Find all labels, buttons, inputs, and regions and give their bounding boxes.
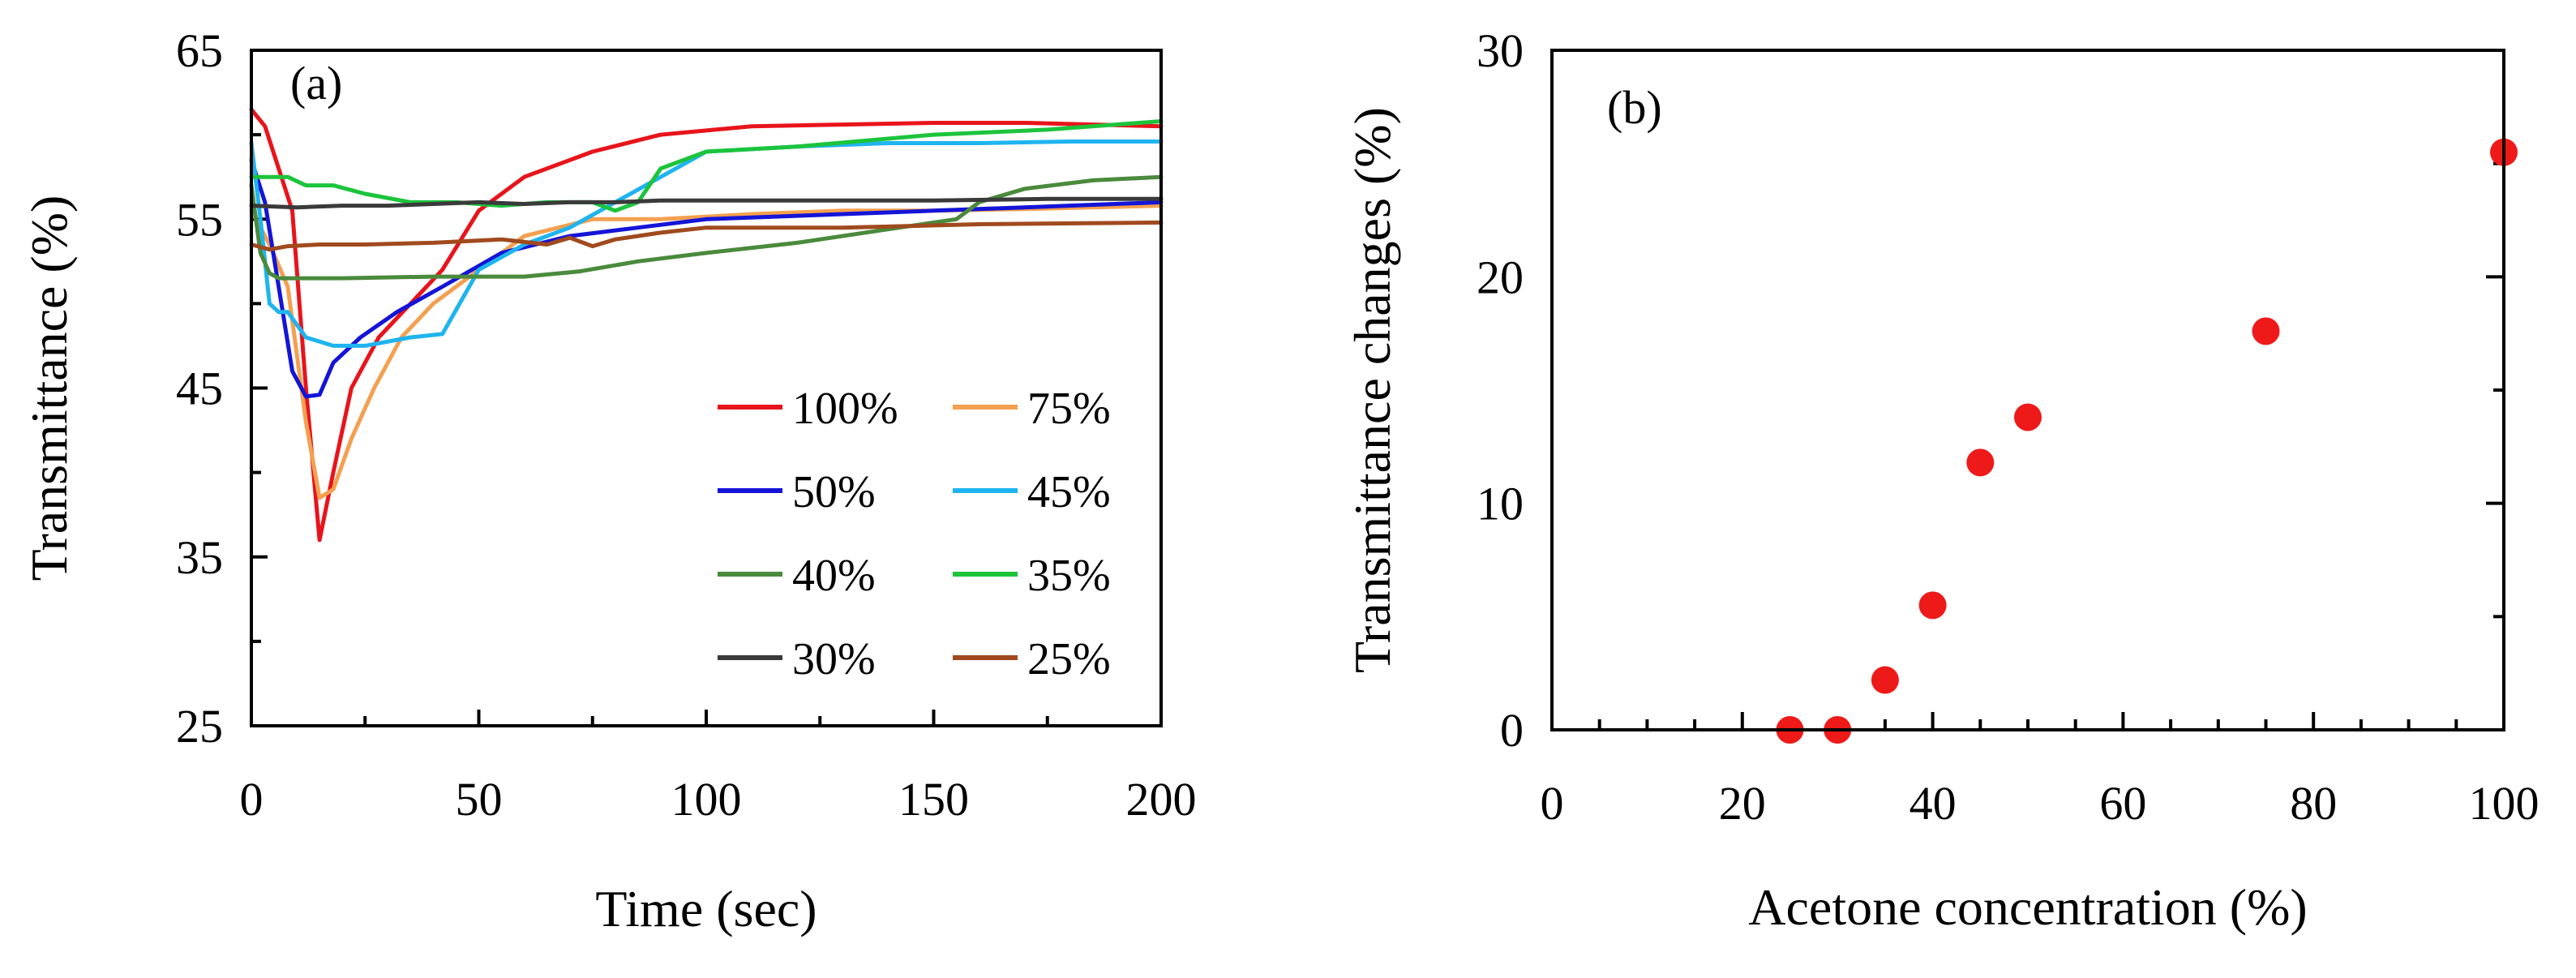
y-tick-label-a: 25 xyxy=(176,700,223,753)
series-line-75pct xyxy=(249,204,1164,500)
legend-label: 40% xyxy=(792,551,876,601)
x-tick-label-b: 40 xyxy=(1909,777,1957,830)
chart-panel-b: 0 20 40 60 80 100 0 10 20 30 (b) Acetone concentr… xyxy=(1344,24,2540,936)
x-tick-label-b: 80 xyxy=(2290,777,2337,830)
series-line-45pct xyxy=(249,139,1164,348)
panel-label-b: (b) xyxy=(1607,81,1662,134)
y-tick-label-b: 0 xyxy=(1500,704,1524,757)
y-axis-title-b: Transmittance changes (%) xyxy=(1344,107,1401,673)
y-tick-label-b: 20 xyxy=(1477,251,1524,303)
legend-label: 75% xyxy=(1027,384,1111,434)
series-line-30pct xyxy=(249,196,1164,210)
x-axis-title-b: Acetone concentration (%) xyxy=(1748,878,2307,936)
panel-label-a: (a) xyxy=(290,57,342,109)
legend-label: 50% xyxy=(792,467,876,517)
legend-label: 35% xyxy=(1027,551,1111,601)
y-axis-title-a: Transmittance (%) xyxy=(20,195,78,581)
legend-label: 100% xyxy=(792,384,898,434)
x-tick-label-a: 100 xyxy=(671,773,742,826)
legend-a: 100% 75% 50% 45% 40% 35% 30% 25% xyxy=(718,384,1111,684)
legend-label: 45% xyxy=(1027,467,1111,517)
chart-panel-a: 0 50 100 150 200 25 35 45 55 65 100% 75% 50% 45% 40% 3… xyxy=(20,24,1197,937)
scatter-point xyxy=(2014,403,2042,431)
y-tick-label-a: 65 xyxy=(176,24,223,77)
x-axis-title-a: Time (sec) xyxy=(595,880,817,937)
scatter-point xyxy=(1871,666,1899,694)
x-tick-label-a: 150 xyxy=(898,773,969,826)
scatter-point xyxy=(2252,317,2280,345)
plot-frame-a xyxy=(250,49,1163,727)
series-line-25pct xyxy=(249,220,1164,252)
y-tick-label-a: 45 xyxy=(176,362,223,415)
x-tick-label-b: 60 xyxy=(2099,777,2146,830)
x-tick-label-a: 0 xyxy=(240,773,264,826)
plot-frame-b xyxy=(1550,49,2505,731)
x-tick-label-b: 20 xyxy=(1719,777,1766,830)
x-tick-label-a: 50 xyxy=(456,773,503,826)
x-tick-label-b: 0 xyxy=(1541,777,1564,830)
y-tick-label-b: 10 xyxy=(1477,478,1524,530)
series-line-50pct xyxy=(249,157,1164,399)
y-tick-label-a: 55 xyxy=(176,193,223,246)
x-tick-label-b: 100 xyxy=(2469,777,2540,830)
scatter-point xyxy=(1966,448,1995,477)
y-tick-label-b: 30 xyxy=(1477,24,1524,77)
legend-label: 25% xyxy=(1027,634,1111,684)
x-tick-label-a: 200 xyxy=(1126,773,1197,826)
series-line-100pct xyxy=(249,107,1164,543)
y-tick-label-a: 35 xyxy=(176,531,223,584)
legend-label: 30% xyxy=(792,634,876,684)
scatter-point xyxy=(1918,591,1947,620)
